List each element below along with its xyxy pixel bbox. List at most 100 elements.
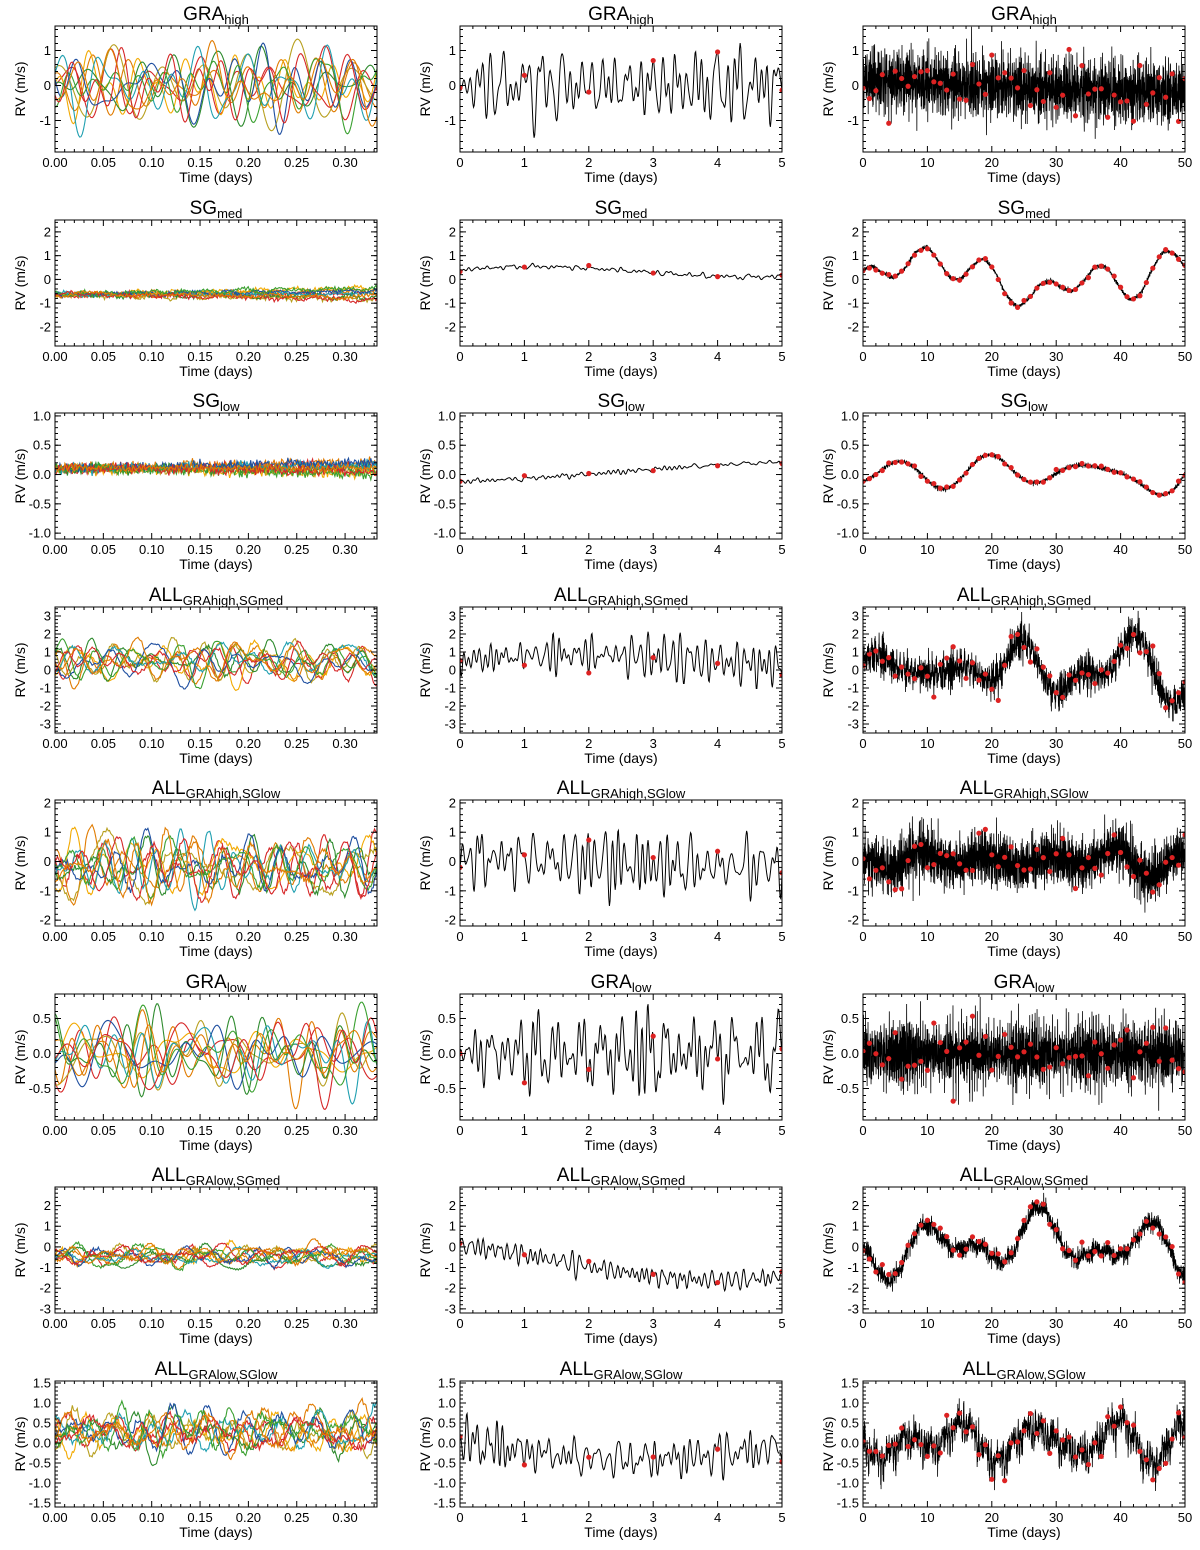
x-tick-label: 2 bbox=[585, 155, 592, 170]
rv-line bbox=[863, 26, 1185, 139]
daily-sample-point bbox=[1156, 492, 1162, 498]
x-tick-label: 0.15 bbox=[187, 1510, 212, 1525]
daily-sample-point bbox=[976, 1052, 982, 1058]
daily-sample-point bbox=[1130, 1422, 1137, 1428]
x-axis-label: Time (days) bbox=[987, 750, 1060, 766]
daily-sample-point bbox=[873, 1448, 879, 1454]
daily-sample-point bbox=[1092, 463, 1098, 469]
daily-sample-point bbox=[918, 247, 924, 253]
x-tick-label: 0.00 bbox=[42, 1316, 67, 1331]
daily-sample-point bbox=[879, 467, 885, 474]
y-tick-label: -0.5 bbox=[29, 1455, 51, 1470]
daily-sample-point bbox=[863, 856, 866, 862]
daily-sample-point bbox=[866, 1256, 873, 1262]
x-tick-label: 50 bbox=[1178, 1316, 1192, 1331]
daily-sample-point bbox=[976, 1451, 982, 1457]
daily-sample-point bbox=[937, 1449, 943, 1456]
x-tick-label: 0.10 bbox=[139, 155, 164, 170]
daily-sample-point bbox=[950, 643, 956, 649]
x-tick-label: 0.10 bbox=[139, 1316, 164, 1331]
x-tick-label: 0.15 bbox=[187, 1123, 212, 1138]
title-subscript: med bbox=[622, 206, 647, 221]
plot-frame bbox=[459, 219, 783, 346]
daily-sample-point bbox=[1040, 479, 1046, 485]
x-axis-label: Time (days) bbox=[987, 556, 1060, 572]
title-subscript: GRAlow,SGlow bbox=[996, 1367, 1085, 1382]
plot-frame bbox=[862, 1186, 1186, 1314]
daily-sample-point bbox=[944, 852, 950, 859]
x-tick-label: 1 bbox=[521, 155, 528, 170]
daily-sample-point bbox=[863, 267, 866, 273]
plot-area bbox=[863, 610, 1185, 721]
daily-sample-point bbox=[1143, 1218, 1149, 1224]
x-tick-label: 50 bbox=[1178, 1123, 1192, 1138]
y-axis-label: RV (m/s) bbox=[820, 1416, 836, 1471]
daily-sample-point bbox=[1027, 658, 1034, 665]
daily-sample-point bbox=[995, 1452, 1001, 1458]
daily-sample-point bbox=[1118, 1036, 1124, 1043]
daily-sample-point bbox=[521, 852, 527, 858]
daily-sample-point bbox=[931, 1442, 937, 1448]
daily-sample-point bbox=[1169, 1057, 1175, 1063]
x-tick-label: 0.30 bbox=[332, 736, 357, 751]
plot-area bbox=[55, 1001, 377, 1110]
daily-sample-point bbox=[1066, 1433, 1072, 1440]
title-main: ALL bbox=[960, 778, 994, 799]
daily-sample-point bbox=[1111, 1252, 1117, 1259]
x-tick-label: 0.00 bbox=[42, 736, 67, 751]
y-tick-label: 2 bbox=[449, 224, 456, 239]
daily-sample-point bbox=[911, 252, 918, 258]
daily-sample-point bbox=[586, 1454, 592, 1460]
y-tick-label: 1 bbox=[449, 644, 456, 659]
daily-sample-point bbox=[650, 468, 656, 474]
panel-title: GRAhigh bbox=[588, 4, 654, 27]
x-tick-label: 40 bbox=[1113, 736, 1127, 751]
x-tick-label: 0.25 bbox=[284, 155, 309, 170]
plot-frame bbox=[54, 606, 378, 733]
plot-frame bbox=[54, 219, 378, 346]
panel-title: ALLGRAlow,SGmed bbox=[960, 1165, 1088, 1188]
x-tick-label: 0 bbox=[456, 1316, 463, 1331]
y-tick-label: -1 bbox=[444, 1260, 456, 1275]
daily-sample-point bbox=[1027, 102, 1034, 109]
panel-r1-c2: GRAhigh 0 1 2 3 4 5 -1 0 1 Time (days) RV (m/s) bbox=[410, 2, 810, 195]
y-tick-label: 1 bbox=[44, 644, 51, 659]
y-axis-label: RV (m/s) bbox=[12, 1223, 28, 1278]
daily-sample-point bbox=[1137, 62, 1143, 69]
x-tick-label: 2 bbox=[585, 1316, 592, 1331]
x-tick-label: 0 bbox=[456, 349, 463, 364]
y-axis-label: RV (m/s) bbox=[12, 1416, 28, 1471]
title-main: ALL bbox=[554, 585, 588, 606]
y-tick-label: -0.5 bbox=[434, 1455, 456, 1470]
x-tick-label: 40 bbox=[1113, 1123, 1127, 1138]
daily-sample-point bbox=[892, 887, 898, 893]
daily-sample-point bbox=[1137, 292, 1143, 298]
panel-r7-c2: ALLGRAlow,SGmed 0 1 2 3 4 5 -3 -2 -1 0 1 2 Time (days… bbox=[410, 1163, 810, 1356]
y-tick-label: 1 bbox=[852, 644, 859, 659]
x-tick-label: 10 bbox=[920, 736, 934, 751]
daily-sample-point bbox=[1105, 1065, 1111, 1071]
daily-sample-point bbox=[1040, 1417, 1046, 1423]
x-tick-label: 0.05 bbox=[91, 736, 116, 751]
daily-sample-point bbox=[1014, 1236, 1021, 1242]
x-tick-label: 0.25 bbox=[284, 929, 309, 944]
daily-sample-point bbox=[1014, 1053, 1021, 1059]
series-line-8 bbox=[55, 1001, 377, 1093]
panel-title: ALLGRAlow,SGlow bbox=[155, 1359, 278, 1382]
daily-sample-point bbox=[1085, 1461, 1091, 1467]
daily-sample-point bbox=[866, 876, 873, 882]
y-tick-label: -1 bbox=[39, 883, 51, 898]
y-axis-label: RV (m/s) bbox=[417, 642, 433, 697]
panel-title: SGlow bbox=[598, 391, 646, 414]
x-tick-label: 0.25 bbox=[284, 736, 309, 751]
series-line-10 bbox=[55, 39, 377, 127]
daily-sample-point bbox=[892, 68, 898, 74]
y-tick-label: 1.5 bbox=[841, 1375, 859, 1390]
panel-title: ALLGRAlow,SGlow bbox=[963, 1359, 1086, 1382]
x-axis-label: Time (days) bbox=[987, 1330, 1060, 1346]
daily-sample-point bbox=[963, 1246, 969, 1252]
series-line-5 bbox=[55, 833, 377, 900]
daily-sample-point bbox=[989, 1476, 995, 1482]
x-tick-label: 5 bbox=[778, 1316, 785, 1331]
